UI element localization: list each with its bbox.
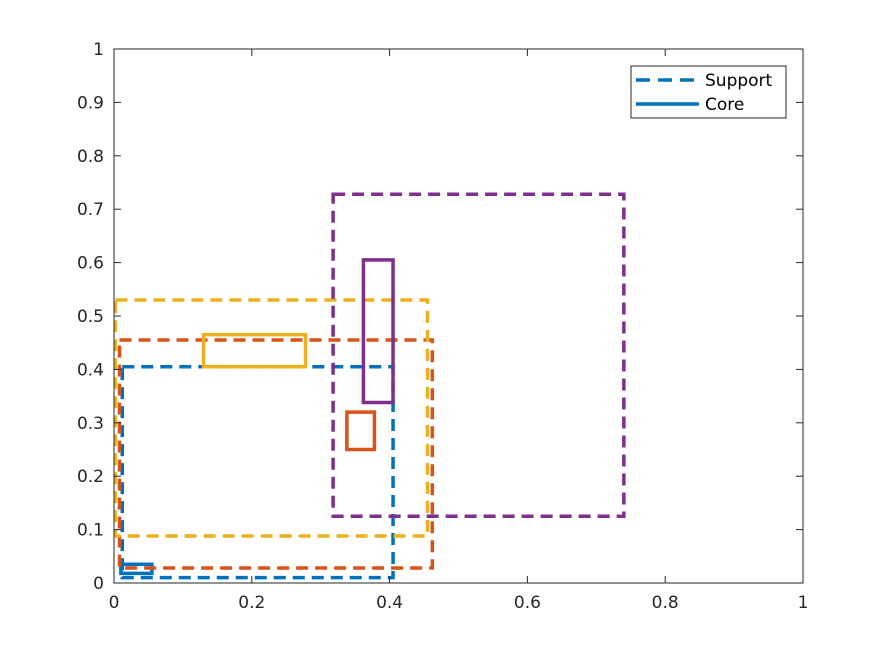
plot-area bbox=[114, 49, 803, 583]
x-tick-label: 0.4 bbox=[376, 593, 403, 613]
support-rect-2 bbox=[117, 338, 435, 570]
y-tick-label: 0.6 bbox=[77, 254, 104, 274]
x-tick-label: 0.6 bbox=[514, 593, 541, 613]
y-tick-label: 0.9 bbox=[77, 93, 104, 113]
core-rect-4 bbox=[361, 258, 395, 405]
y-tick-label: 0.7 bbox=[77, 200, 104, 220]
y-tick-label: 0.2 bbox=[77, 467, 104, 487]
legend-label: Core bbox=[705, 95, 744, 115]
x-tick-label: 0.8 bbox=[652, 593, 679, 613]
y-tick-label: 0.4 bbox=[77, 360, 104, 380]
x-tick-label: 0 bbox=[109, 593, 120, 613]
chart-axes: 0 0.2 0.4 0.6 0.8 1 0 0.1 0.2 0.3 0.4 0.5 0.6 0.7 0.8 0… bbox=[77, 40, 808, 613]
x-tick-label: 1 bbox=[798, 593, 809, 613]
legend-label: Support bbox=[705, 71, 773, 91]
chart-marks bbox=[113, 192, 626, 580]
y-tick-label: 0.8 bbox=[77, 147, 104, 167]
legend: Support Core bbox=[630, 65, 787, 119]
y-tick-label: 0 bbox=[93, 574, 104, 594]
support-rect-4 bbox=[331, 192, 626, 519]
legend-box bbox=[630, 65, 787, 119]
core-rect-3 bbox=[201, 332, 308, 369]
y-tick-label: 0.3 bbox=[77, 414, 104, 434]
y-tick-label: 0.5 bbox=[77, 307, 104, 327]
core-rect-2 bbox=[345, 410, 377, 452]
support-rect-3 bbox=[113, 298, 430, 538]
x-tick-label: 0.2 bbox=[238, 593, 265, 613]
y-tick-label: 0.1 bbox=[77, 521, 104, 541]
y-tick-label: 1 bbox=[93, 40, 104, 60]
